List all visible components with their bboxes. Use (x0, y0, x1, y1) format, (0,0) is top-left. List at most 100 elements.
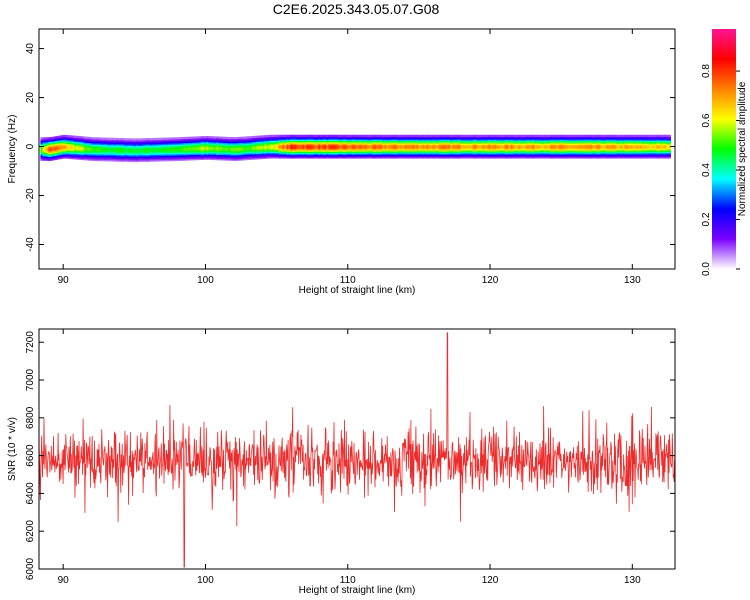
spectrogram-cell (304, 137, 307, 140)
spectrogram-cell (156, 148, 159, 151)
spectrogram-cell (86, 144, 89, 148)
spectrogram-cell (602, 150, 605, 154)
spectrogram-cell (140, 157, 143, 160)
spectrogram-cell (256, 141, 259, 144)
spectrogram-cell (512, 152, 515, 155)
spectrogram-cell (154, 139, 157, 142)
spectrogram-cell (42, 146, 45, 149)
spectrogram-cell (474, 155, 477, 158)
spectrogram-cell (304, 145, 307, 148)
spectrogram-cell (556, 152, 559, 155)
spectrogram-cell (68, 144, 71, 147)
spectrogram-cell (166, 149, 169, 152)
spectrogram-cell (586, 156, 589, 159)
spectrogram-cell (612, 134, 615, 137)
spectrogram-cell (590, 138, 593, 142)
spectrogram-cell (198, 144, 201, 147)
spectrogram-cell (176, 138, 179, 141)
spectrogram-cell (262, 144, 265, 147)
spectrogram-cell (398, 136, 401, 139)
spectrogram-cell (284, 153, 287, 156)
spectrogram-cell (574, 156, 577, 159)
spectrogram-cell (286, 155, 289, 158)
spectrogram-cell (100, 156, 103, 159)
spectrogram-cell (246, 156, 249, 159)
spectrogram-cell (624, 146, 627, 150)
spectrogram-cell (468, 148, 471, 151)
spectrogram-cell (186, 152, 189, 156)
spectrogram-cell (374, 155, 377, 158)
spectrogram-cell (106, 151, 109, 154)
spectrogram-cell (380, 140, 383, 143)
spectrogram-cell (476, 155, 479, 158)
spectrogram-cell (292, 142, 295, 146)
spectrogram-cell (422, 144, 425, 147)
spectrogram-cell (350, 152, 353, 155)
spectrogram-cell (490, 140, 493, 143)
spectrogram-cell (410, 153, 413, 156)
spectrogram-cell (180, 157, 183, 160)
spectrogram-cell (174, 142, 177, 145)
spectrogram-cell (486, 137, 489, 140)
spectrogram-cell (258, 151, 261, 154)
spectrogram-cell (86, 151, 89, 154)
spectrogram-cell (238, 149, 241, 152)
spectrogram-cell (120, 144, 123, 147)
spectrogram-cell (504, 137, 507, 140)
spectrogram-cell (482, 150, 485, 154)
spectrogram-cell (570, 141, 573, 144)
spectrogram-cell (136, 147, 139, 151)
spectrogram-cell (390, 150, 393, 154)
spectrogram-cell (78, 157, 81, 160)
spectrogram-cell (208, 140, 211, 143)
spectrogram-cell (106, 148, 109, 151)
spectrogram-cell (440, 153, 443, 156)
spectrogram-cell (100, 155, 103, 158)
spectrogram-cell (616, 136, 619, 139)
spectrogram-cell (84, 136, 87, 139)
spectrogram-cell (138, 157, 141, 160)
spectrogram-cell (192, 145, 195, 149)
spectrogram-cell (280, 136, 283, 139)
spectrogram-cell (286, 134, 289, 137)
spectrogram-cell (348, 152, 351, 155)
spectrogram-cell (246, 137, 249, 140)
spectrogram-cell (598, 152, 601, 155)
spectrogram-cell (294, 152, 297, 155)
spectrogram-cell (494, 149, 497, 152)
spectrogram-cell (120, 151, 123, 154)
spectrogram-cell (296, 150, 299, 154)
spectrogram-cell (316, 136, 319, 139)
spectrogram-cell (314, 138, 317, 142)
spectrogram-cell (562, 156, 565, 159)
spectrogram-cell (208, 145, 211, 148)
spectrogram-cell (196, 136, 199, 139)
spectrogram-cell (394, 145, 397, 148)
spectrogram-cell (512, 150, 515, 154)
spectrogram-cell (374, 134, 377, 137)
spectrogram-cell (258, 149, 261, 152)
spectrogram-cell (580, 153, 583, 156)
spectrogram-cell (194, 148, 197, 151)
spectrogram-cell (126, 143, 129, 146)
spectrogram-cell (472, 145, 475, 148)
spectrogram-cell (76, 153, 79, 156)
spectrogram-cell (558, 155, 561, 158)
spectrogram-cell (274, 153, 277, 156)
spectrogram-cell (264, 136, 267, 139)
spectrogram-cell (78, 148, 81, 151)
spectrogram-cell (618, 142, 621, 146)
spectrogram-cell (252, 135, 255, 139)
spectrogram-cell (524, 152, 527, 155)
spectrogram-cell (360, 156, 363, 159)
spectrogram-cell (626, 153, 629, 156)
spectrogram-cell (596, 152, 599, 155)
spectrogram-cell (258, 157, 261, 160)
spectrogram-cell (84, 154, 87, 157)
spectrogram-cell (572, 145, 575, 148)
spectrogram-cell (320, 153, 323, 156)
spectrogram-cell (120, 158, 123, 161)
spectrogram-cell (552, 140, 555, 143)
spectrogram-cell (214, 140, 217, 143)
spectrogram-cell (58, 153, 61, 156)
